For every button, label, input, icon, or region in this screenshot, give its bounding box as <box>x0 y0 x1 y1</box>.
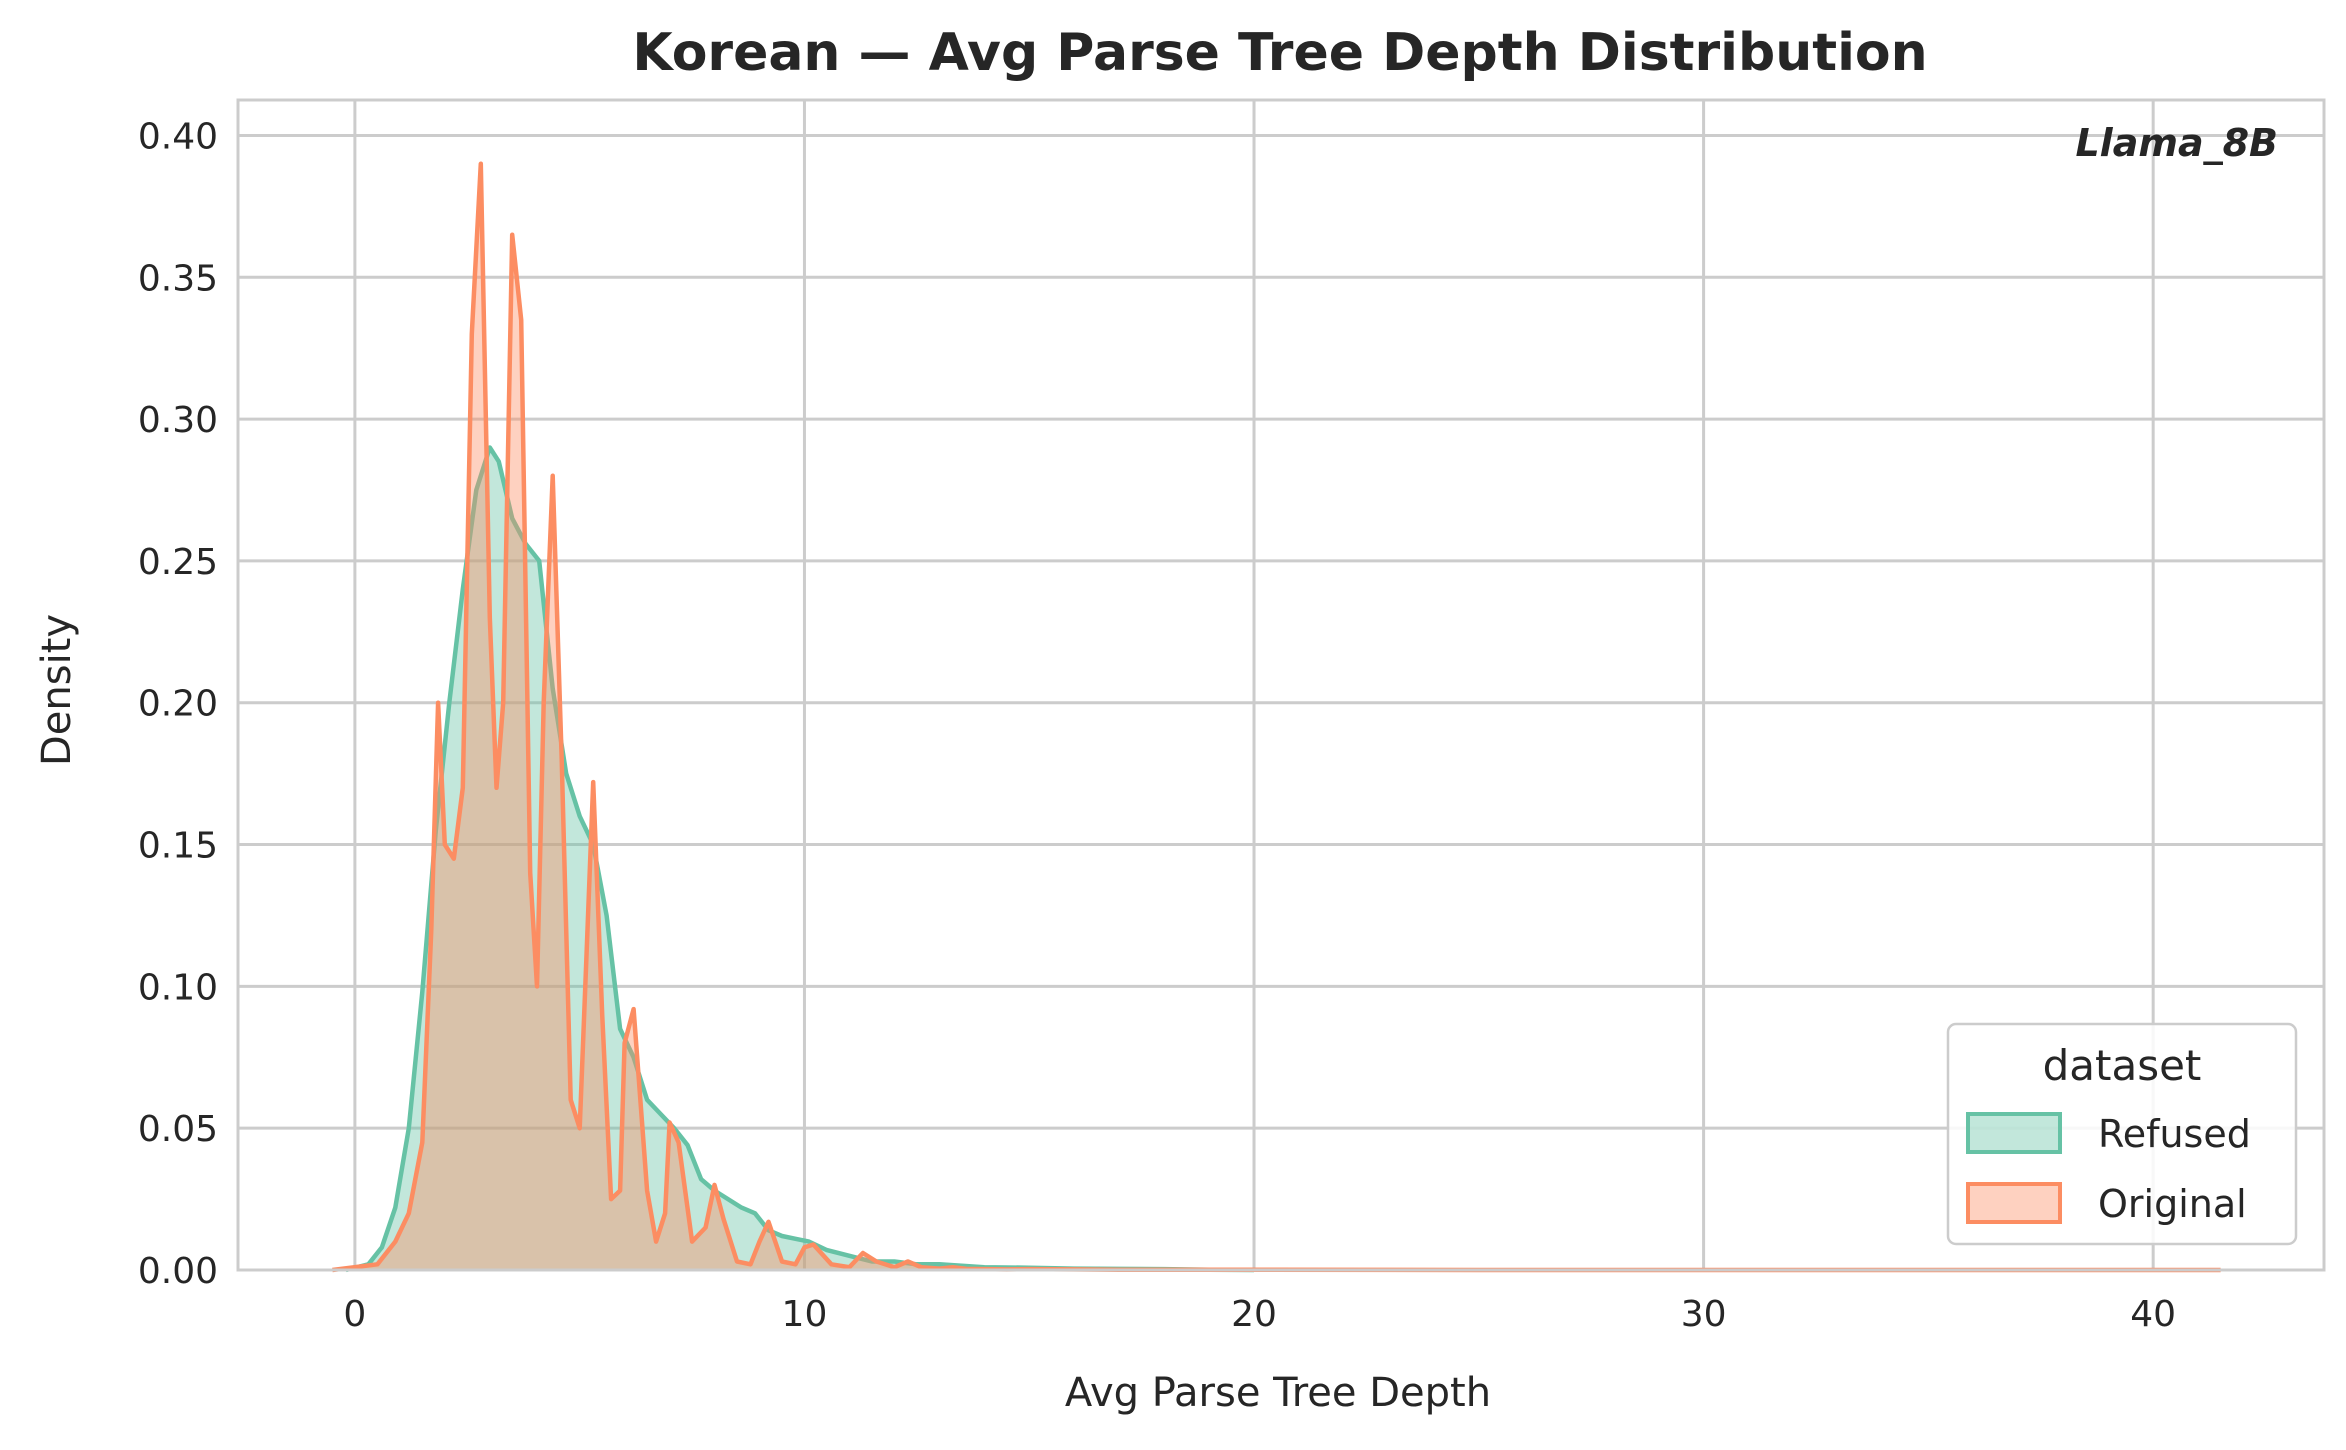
y-tick-label: 0.40 <box>138 116 218 157</box>
x-tick-label: 40 <box>2130 1294 2176 1335</box>
x-tick-label: 0 <box>343 1294 366 1335</box>
y-tick-label: 0.15 <box>138 826 218 867</box>
y-tick-label: 0.35 <box>138 258 218 299</box>
x-tick-label: 30 <box>1681 1294 1727 1335</box>
legend-title: dataset <box>2043 1041 2202 1090</box>
legend-swatch-original <box>1966 1182 2062 1224</box>
chart-title: Korean — Avg Parse Tree Depth Distributi… <box>632 23 1927 83</box>
legend: dataset Refused Original <box>1946 1022 2298 1246</box>
density-area-refused <box>345 447 1254 1270</box>
y-tick-label: 0.25 <box>138 542 218 583</box>
x-tick-label: 10 <box>782 1294 828 1335</box>
y-tick-label: 0.30 <box>138 400 218 441</box>
y-tick-label: 0.05 <box>138 1109 218 1150</box>
legend-swatch-refused <box>1966 1112 2062 1154</box>
tick-labels: 0 10 20 30 40 0.00 0.05 0.10 0.15 0.20 0.25 0.30 0.3… <box>138 116 2176 1335</box>
legend-label-original: Original <box>2098 1182 2247 1226</box>
y-axis-label: Density <box>34 614 80 766</box>
y-tick-label: 0.00 <box>138 1251 218 1292</box>
x-axis-label: Avg Parse Tree Depth <box>1065 1370 1491 1416</box>
model-annotation: Llama_8B <box>2075 121 2278 165</box>
x-tick-label: 20 <box>1231 1294 1277 1335</box>
legend-label-refused: Refused <box>2098 1112 2251 1156</box>
legend-box <box>1946 1022 2298 1246</box>
plot-frame <box>236 98 2326 1272</box>
y-tick-label: 0.10 <box>138 967 218 1008</box>
density-area-original <box>332 163 2221 1270</box>
y-tick-label: 0.20 <box>138 684 218 725</box>
